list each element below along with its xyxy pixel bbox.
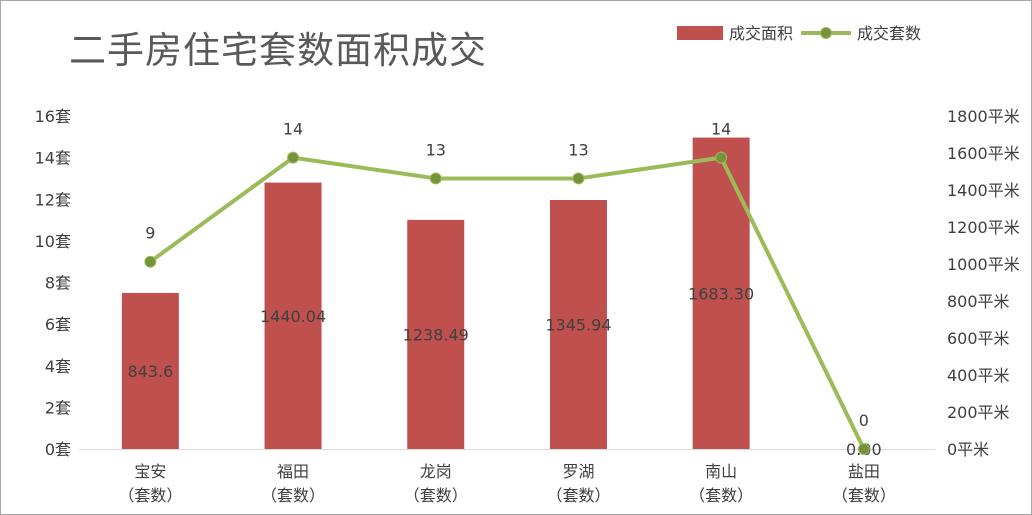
left-tick-label: 8套 [45, 274, 71, 293]
count-point [429, 172, 442, 185]
right-tick-label: 1600平米 [947, 144, 1020, 163]
category-label: （套数） [832, 486, 896, 505]
right-tick-label: 1400平米 [947, 181, 1020, 200]
bar-data-label: 1345.94 [545, 316, 611, 335]
left-tick-label: 14套 [35, 149, 71, 168]
right-tick-label: 200平米 [947, 403, 1010, 422]
legend-swatch-count-marker [820, 27, 832, 39]
category-label: 罗湖 [562, 462, 594, 481]
bar [692, 137, 750, 450]
line-data-label: 0 [859, 411, 869, 430]
count-point [287, 151, 300, 164]
legend-label-area: 成交面积 [729, 24, 793, 43]
bar-data-label: 1238.49 [403, 325, 469, 344]
right-tick-label: 1800平米 [947, 107, 1020, 126]
left-tick-label: 16套 [35, 107, 71, 126]
right-axis: 0平米 200平米 400平米 600平米 800平米 1000平米 1200平米 1400平… [947, 107, 1020, 459]
left-axis: 0套 2套 4套 6套 8套 10套 12套 14套 16套 [35, 107, 71, 459]
left-tick-label: 6套 [45, 315, 71, 334]
line-data-label: 14 [283, 120, 303, 139]
chart-title: 二手房住宅套数面积成交 [69, 29, 487, 72]
count-point [857, 443, 870, 455]
left-tick-label: 2套 [45, 398, 71, 417]
count-line [149, 155, 866, 450]
right-tick-label: 400平米 [947, 366, 1010, 385]
category-label: （套数） [404, 486, 468, 505]
legend: 成交面积 成交套数 [677, 24, 921, 43]
line-data-label: 14 [711, 120, 731, 139]
line-series [144, 151, 870, 455]
line-data-label: 13 [426, 140, 446, 159]
category-label: （套数） [689, 486, 753, 505]
category-label: 福田 [277, 462, 309, 481]
right-tick-label: 1000平米 [947, 255, 1020, 274]
line-data-label: 9 [145, 224, 155, 243]
left-tick-label: 4套 [45, 357, 71, 376]
bar-data-label: 1683.30 [688, 284, 754, 303]
count-point [144, 255, 157, 268]
line-data-label: 13 [568, 140, 588, 159]
bar-data-label: 843.6 [127, 362, 173, 381]
count-point [572, 172, 585, 185]
right-tick-label: 0平米 [947, 440, 989, 459]
category-label: 龙岗 [420, 462, 452, 481]
category-label: 宝安 [134, 462, 166, 481]
right-tick-label: 800平米 [947, 292, 1010, 311]
category-labels: 宝安 （套数） 福田 （套数） 龙岗 （套数） 罗湖 （套数） 南山 （套数） 盐田 （套数） [118, 462, 896, 505]
right-tick-label: 600平米 [947, 329, 1010, 348]
legend-label-count: 成交套数 [857, 24, 921, 43]
line-data-labels: 9 14 13 13 14 0 [145, 120, 869, 430]
bar [121, 292, 179, 449]
category-label: （套数） [261, 486, 325, 505]
bar [549, 200, 607, 449]
bar-data-label: 1440.04 [260, 307, 326, 326]
count-point [715, 151, 728, 164]
bar-series [121, 137, 750, 450]
right-tick-label: 1200平米 [947, 218, 1020, 237]
legend-swatch-area [677, 26, 723, 40]
category-label: 南山 [705, 462, 737, 481]
category-label: （套数） [118, 486, 182, 505]
left-tick-label: 0套 [45, 440, 71, 459]
left-tick-label: 12套 [35, 190, 71, 209]
bar [264, 182, 322, 450]
bar [407, 219, 465, 449]
category-label: 盐田 [848, 462, 880, 481]
left-tick-label: 10套 [35, 232, 71, 251]
category-label: （套数） [546, 486, 610, 505]
